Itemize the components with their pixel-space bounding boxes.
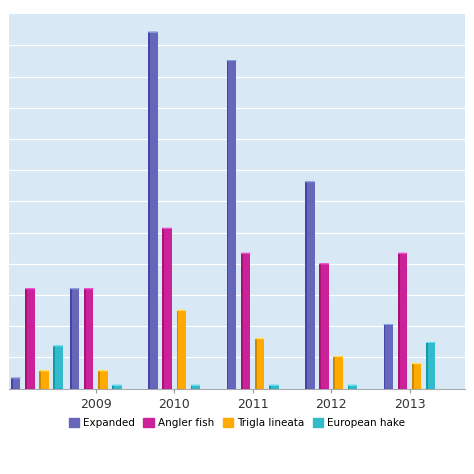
Bar [150,32,158,389]
Bar [70,289,72,389]
Bar [55,346,63,389]
Bar [271,385,279,389]
Bar [86,289,93,389]
Bar [319,264,321,389]
Bar [112,385,114,389]
Bar [305,182,307,389]
Bar [227,61,228,389]
Bar [257,339,264,389]
Bar [347,385,349,389]
Bar [241,253,243,389]
Bar [400,253,407,389]
Bar [349,385,357,389]
Bar [384,325,385,389]
Bar [412,364,414,389]
Bar [307,182,315,389]
Bar [334,356,335,389]
Bar [100,371,108,389]
Bar [385,325,393,389]
Bar [13,378,20,389]
Bar [426,342,428,389]
Bar [163,228,164,389]
Bar [192,385,200,389]
Bar [228,61,236,389]
Bar [335,356,343,389]
Bar [191,385,192,389]
Bar [321,264,329,389]
Bar [269,385,271,389]
Bar [98,371,100,389]
Bar [39,371,41,389]
Bar [11,378,13,389]
Bar [414,364,421,389]
Bar [428,342,436,389]
Bar [27,289,35,389]
Bar [54,346,55,389]
Bar [41,371,49,389]
Legend: Expanded, Angler fish, Trigla lineata, European hake: Expanded, Angler fish, Trigla lineata, E… [64,414,410,432]
Bar [177,310,178,389]
Bar [25,289,27,389]
Bar [255,339,257,389]
Bar [72,289,79,389]
Bar [398,253,400,389]
Bar [148,32,150,389]
Bar [114,385,122,389]
Bar [178,310,186,389]
Bar [243,253,250,389]
Bar [84,289,86,389]
Bar [164,228,172,389]
